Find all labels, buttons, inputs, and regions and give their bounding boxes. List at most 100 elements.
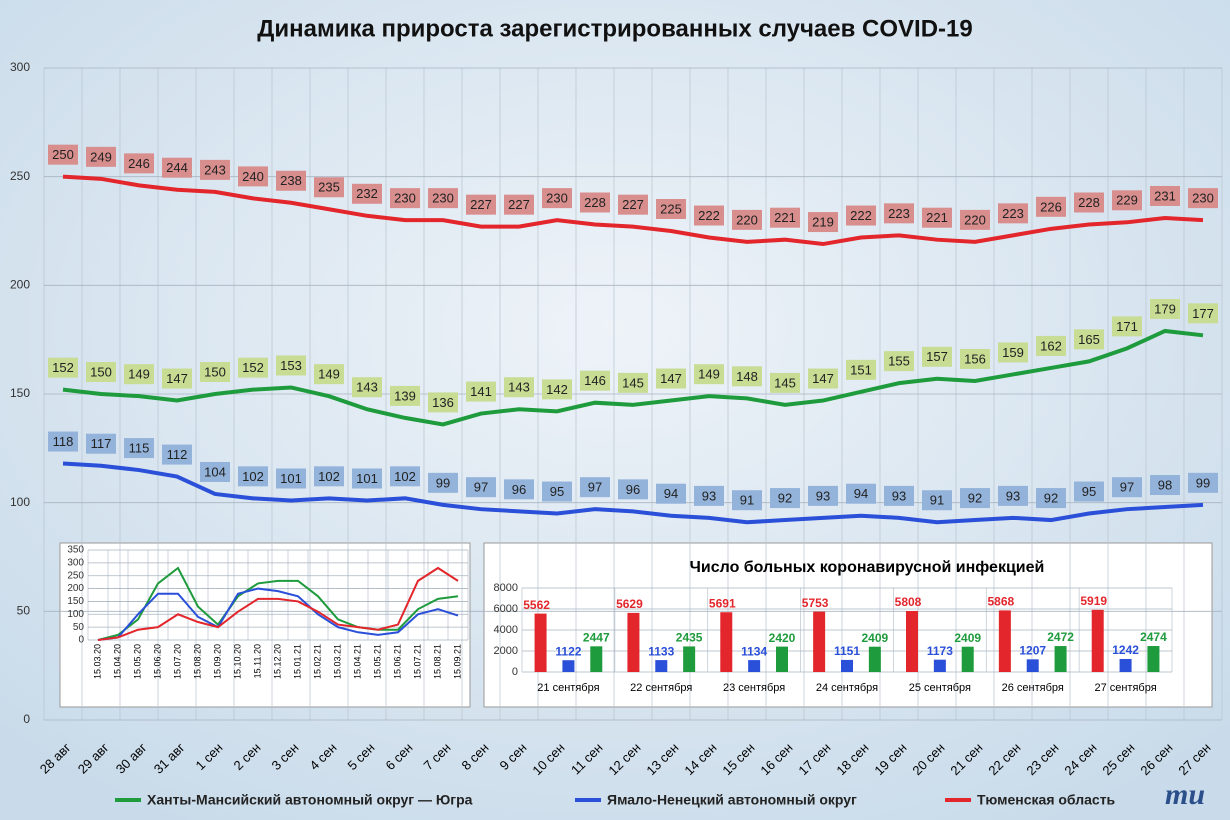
data-label-box <box>960 488 990 509</box>
data-label: 1207 <box>1019 643 1046 657</box>
bar <box>534 613 547 672</box>
data-label: 249 <box>90 149 112 164</box>
data-label: 177 <box>1192 306 1214 321</box>
data-label: 5753 <box>802 596 829 610</box>
data-label: 91 <box>930 493 944 508</box>
data-label: 118 <box>53 434 74 449</box>
data-label-box <box>770 372 800 393</box>
data-label-box <box>618 372 648 393</box>
y-tick-label: 0 <box>512 666 518 678</box>
data-label: 232 <box>356 186 378 201</box>
data-label: 101 <box>356 471 378 486</box>
x-tick-label: 15.01.21 <box>292 644 302 679</box>
data-label-box <box>162 444 192 465</box>
data-label: 145 <box>622 375 644 390</box>
data-label-box <box>580 477 610 498</box>
data-label: 223 <box>888 206 910 221</box>
data-label: 142 <box>546 382 568 397</box>
data-label: 223 <box>1002 206 1024 221</box>
data-label-box <box>124 364 154 385</box>
data-label: 141 <box>470 384 492 399</box>
data-label-box <box>352 183 382 204</box>
x-tick-label: 22 сентября <box>630 682 692 694</box>
data-label-box <box>1074 481 1104 502</box>
x-tick-label: 15.06.20 <box>152 644 162 679</box>
data-label: 240 <box>242 169 264 184</box>
data-label: 250 <box>52 147 74 162</box>
x-tick-label: 15.07.20 <box>172 644 182 679</box>
data-label: 93 <box>816 488 830 503</box>
data-label-box <box>466 477 496 498</box>
series-line <box>62 174 1204 247</box>
data-label: 225 <box>660 201 682 216</box>
data-label: 99 <box>1196 475 1210 490</box>
data-label-box <box>694 364 724 385</box>
data-label: 150 <box>204 364 226 379</box>
data-label-box <box>124 438 154 459</box>
data-label-box <box>770 207 800 228</box>
data-label: 219 <box>812 214 834 229</box>
data-label-box <box>48 144 78 165</box>
data-label-box <box>884 485 914 506</box>
bar <box>998 610 1011 672</box>
data-label: 101 <box>280 471 302 486</box>
data-label-box <box>694 485 724 506</box>
data-label-box <box>314 177 344 198</box>
data-label: 93 <box>702 488 716 503</box>
data-label-box <box>846 359 876 380</box>
data-label: 94 <box>854 486 868 501</box>
data-label: 94 <box>664 486 678 501</box>
bar <box>562 660 575 672</box>
inset-panel <box>59 542 471 708</box>
chart-title: Динамика прироста зарегистрированных слу… <box>257 15 972 42</box>
data-label: 2447 <box>583 630 610 644</box>
bar <box>1091 609 1104 672</box>
data-label-box <box>542 188 572 209</box>
data-label-box <box>200 461 230 482</box>
data-label: 145 <box>774 375 796 390</box>
data-label: 153 <box>280 358 302 373</box>
data-label-box <box>998 485 1028 506</box>
data-label: 148 <box>736 369 758 384</box>
x-tick-label: 25 сентября <box>909 682 971 694</box>
y-tick-label: 8000 <box>494 582 518 594</box>
x-tick-label: 15.02.21 <box>312 644 322 679</box>
x-tick-label: 15.04.20 <box>112 644 122 679</box>
x-tick-label: 15.03.20 <box>92 644 102 679</box>
data-label-box <box>542 481 572 502</box>
data-label-box <box>238 166 268 187</box>
bar <box>655 660 668 672</box>
data-label: 159 <box>1002 345 1024 360</box>
series-line <box>97 566 459 641</box>
data-label-box <box>352 468 382 489</box>
data-label: 221 <box>926 210 948 225</box>
data-label-box <box>124 153 154 174</box>
data-label-box <box>466 381 496 402</box>
data-label-box <box>504 479 534 500</box>
data-label-box <box>1112 190 1142 211</box>
y-tick-label: 300 <box>10 60 30 74</box>
data-label: 147 <box>812 371 834 386</box>
inset-panel <box>483 542 1213 708</box>
data-label-box <box>238 357 268 378</box>
y-tick-label: 350 <box>67 545 84 556</box>
bar <box>906 611 918 672</box>
y-tick-label: 0 <box>78 635 84 646</box>
data-label: 243 <box>204 162 226 177</box>
data-label: 227 <box>508 197 530 212</box>
data-label: 165 <box>1078 332 1100 347</box>
data-label-box <box>960 348 990 369</box>
data-label: 99 <box>436 475 450 490</box>
data-label: 157 <box>926 349 948 364</box>
data-label: 95 <box>1082 484 1096 499</box>
data-label: 227 <box>622 197 644 212</box>
x-tick-label: 15.09.21 <box>452 644 462 679</box>
data-label: 220 <box>736 212 758 227</box>
data-label-box <box>618 479 648 500</box>
data-label: 96 <box>512 482 526 497</box>
data-label-box <box>960 209 990 230</box>
data-label: 92 <box>968 490 982 505</box>
data-label: 231 <box>1154 188 1176 203</box>
data-label-box <box>580 192 610 213</box>
data-label: 104 <box>204 464 226 479</box>
